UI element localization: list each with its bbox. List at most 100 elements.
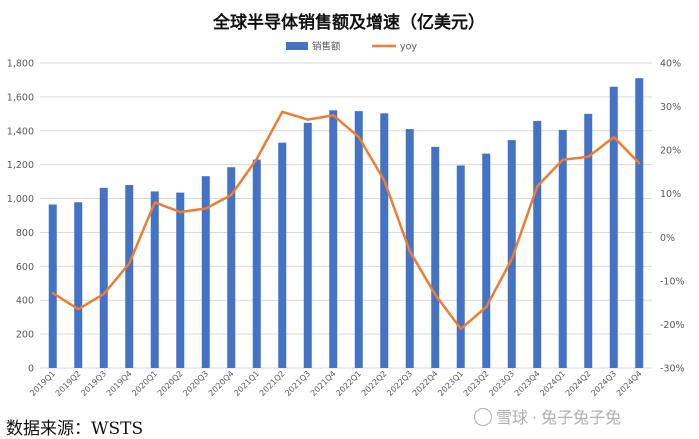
yoy-point-2019Q1 (51, 291, 54, 295)
x-axis-tick-label: 2022Q1 (334, 369, 363, 398)
bar-2023Q3 (507, 140, 516, 368)
bar-2020Q2 (176, 192, 185, 368)
left-axis-tick-label: 1,000 (7, 194, 34, 205)
left-axis-tick-label: 1,800 (7, 59, 34, 70)
yoy-point-2021Q2 (281, 110, 284, 114)
right-axis-tick-label: -20% (660, 320, 685, 331)
yoy-point-2023Q4 (536, 185, 539, 188)
x-axis-tick-label: 2019Q4 (105, 369, 134, 398)
x-axis-tick-label: 2023Q1 (436, 369, 465, 398)
yoy-point-2019Q4 (128, 262, 131, 265)
bar-2024Q4 (635, 78, 644, 368)
yoy-point-2024Q2 (587, 155, 590, 158)
right-axis-tick-label: 40% (660, 59, 681, 70)
left-axis-tick-label: 800 (16, 228, 34, 239)
yoy-point-2024Q3 (612, 135, 615, 139)
bar-2021Q4 (329, 110, 338, 369)
watermark: 雪球 · 兔子兔子兔 (474, 404, 621, 428)
yoy-point-2020Q1 (153, 201, 156, 204)
right-axis-tick-label: -30% (660, 364, 685, 375)
x-axis-tick-label: 2020Q2 (156, 369, 185, 398)
yoy-point-2022Q1 (357, 135, 360, 139)
x-axis-ticks: 2019Q12019Q22019Q32019Q42020Q12020Q22020… (28, 369, 643, 398)
x-axis-tick-label: 2024Q1 (538, 369, 567, 398)
x-axis-tick-label: 2023Q3 (487, 369, 516, 398)
yoy-point-2021Q3 (306, 118, 309, 121)
x-axis-tick-label: 2023Q2 (462, 369, 491, 398)
bar-2022Q2 (380, 113, 389, 368)
x-axis-tick-label: 2020Q4 (207, 369, 236, 398)
yoy-point-2022Q4 (434, 293, 437, 296)
yoy-point-2020Q4 (230, 193, 233, 197)
legend-swatch-bar (286, 42, 308, 50)
right-axis-tick-label: -10% (660, 276, 685, 287)
left-axis-tick-label: 0 (28, 364, 34, 375)
x-axis-tick-label: 2021Q1 (232, 369, 261, 398)
x-axis-tick-label: 2021Q3 (283, 369, 312, 398)
yoy-point-2023Q3 (510, 257, 513, 261)
line-series (51, 110, 641, 331)
yoy-line (52, 110, 641, 331)
right-axis-tick-label: 20% (660, 146, 681, 157)
bar-2024Q2 (584, 113, 593, 368)
yoy-point-2024Q4 (638, 162, 641, 165)
data-source-note: 数据来源：WSTS (6, 419, 144, 439)
bar-2021Q2 (278, 142, 287, 368)
x-axis-tick-label: 2019Q2 (54, 369, 83, 398)
right-axis-ticks: -30% -20% -10% 0% 10% 20% 30% 40% (660, 59, 685, 375)
left-axis-tick-label: 200 (16, 330, 34, 341)
yoy-point-2024Q1 (561, 158, 564, 161)
right-axis-tick-label: 0% (660, 233, 675, 244)
right-axis-tick-label: 30% (660, 102, 681, 113)
legend: 销售额 yoy (286, 41, 417, 53)
bar-2019Q3 (99, 187, 108, 368)
bar-2023Q4 (533, 120, 542, 368)
legend-label-bar: 销售额 (312, 41, 341, 53)
yoy-point-2021Q1 (255, 157, 258, 161)
x-axis-tick-label: 2021Q2 (258, 369, 287, 398)
legend-label-line: yoy (400, 42, 417, 53)
x-axis-tick-label: 2024Q2 (564, 369, 593, 398)
bar-series (48, 78, 644, 369)
left-axis-ticks: 0 200 400 600 800 1,000 1,200 1,400 1,600 1,800 (7, 59, 34, 375)
x-axis-tick-label: 2022Q3 (385, 369, 414, 398)
bar-2019Q2 (74, 202, 83, 368)
x-axis-tick-label: 2024Q4 (615, 369, 644, 398)
bar-2020Q3 (201, 176, 210, 368)
bar-2020Q1 (150, 191, 159, 368)
bar-2019Q4 (125, 185, 134, 368)
chart-title: 全球半导体销售额及增速（亿美元） (212, 12, 485, 33)
snowball-logo-icon (474, 408, 492, 426)
left-axis-tick-label: 1,600 (7, 92, 34, 103)
x-axis-tick-label: 2024Q3 (589, 369, 618, 398)
bar-2019Q1 (48, 204, 57, 368)
x-axis-tick-label: 2022Q4 (411, 369, 440, 398)
bar-2024Q1 (558, 129, 567, 368)
yoy-point-2023Q1 (459, 327, 462, 330)
yoy-point-2023Q2 (485, 305, 488, 309)
chart: 全球半导体销售额及增速（亿美元） 销售额 yoy 0 200 400 600 800 1,0… (7, 12, 685, 398)
bar-2021Q1 (252, 159, 261, 368)
right-axis-tick-label: 10% (660, 189, 681, 200)
bar-2023Q1 (456, 165, 465, 368)
yoy-point-2019Q3 (102, 292, 105, 296)
left-axis-tick-label: 1,400 (7, 126, 34, 137)
watermark-brand: 雪球 (496, 408, 529, 427)
bar-2020Q4 (227, 167, 236, 368)
bar-2023Q2 (482, 153, 491, 368)
yoy-point-2022Q3 (408, 250, 411, 253)
x-axis-tick-label: 2020Q3 (181, 369, 210, 398)
x-axis-tick-label: 2023Q4 (513, 369, 542, 398)
x-axis-tick-label: 2022Q2 (360, 369, 389, 398)
left-axis-tick-label: 400 (16, 296, 34, 307)
bar-2022Q1 (354, 111, 363, 368)
yoy-point-2022Q2 (383, 179, 386, 182)
yoy-point-2021Q4 (332, 114, 335, 117)
left-axis-tick-label: 1,200 (7, 160, 34, 171)
bar-2024Q3 (609, 86, 618, 368)
yoy-point-2019Q2 (77, 307, 80, 311)
bar-2022Q4 (431, 146, 440, 368)
x-axis-tick-label: 2019Q3 (79, 369, 108, 398)
bar-2021Q3 (303, 122, 312, 368)
left-axis-tick-label: 600 (16, 262, 34, 273)
